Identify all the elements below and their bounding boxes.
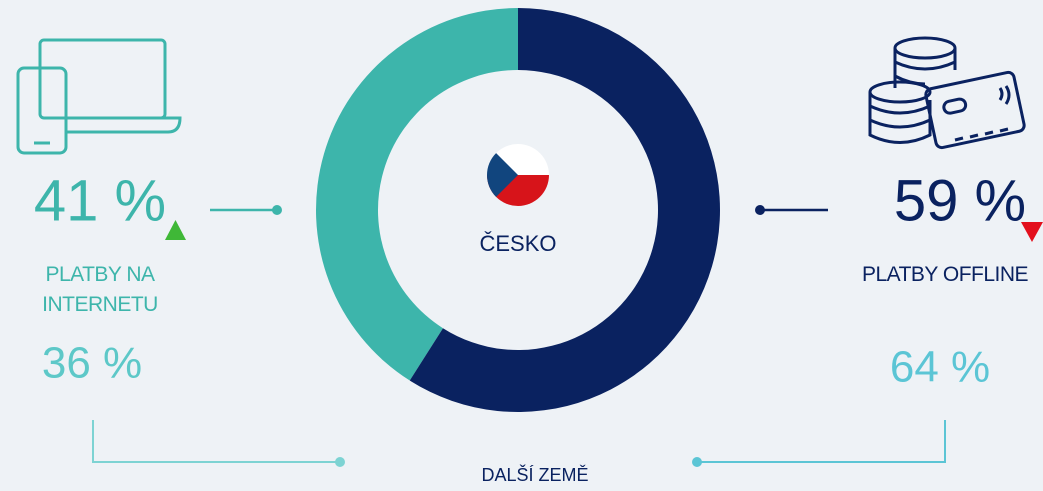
value-label: 59 % (894, 168, 1026, 233)
value-label: 41 % (34, 168, 166, 233)
devices-icon (16, 38, 182, 155)
connectors (92, 205, 946, 467)
category-label: PLATBY NA INTERNETU (42, 263, 158, 316)
comparison-value: 64 % (890, 343, 990, 392)
donut-segment (316, 8, 518, 381)
center-label: ČESKO (479, 231, 556, 256)
category-label: PLATBY OFFLINE (861, 263, 1029, 286)
donut-segment (409, 8, 720, 412)
comparison-label: DALŠÍ ZEMĚ (481, 464, 588, 485)
flag-icon (487, 144, 549, 206)
trend-down-icon (1021, 222, 1043, 242)
payment-icon (868, 36, 1026, 150)
comparison-value: 36 % (42, 339, 142, 388)
trend-up-icon (165, 220, 186, 240)
